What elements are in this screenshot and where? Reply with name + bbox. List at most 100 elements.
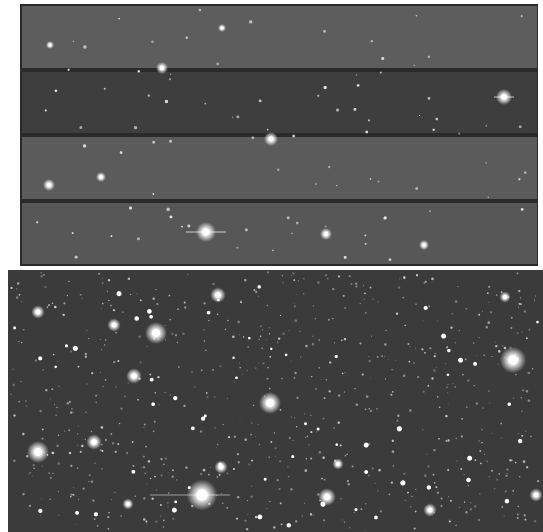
faint-star xyxy=(364,529,366,531)
faint-star xyxy=(295,221,299,225)
faint-star xyxy=(318,451,322,454)
faint-star xyxy=(313,514,315,516)
faint-star xyxy=(514,461,517,464)
faint-star xyxy=(381,355,383,357)
faint-star xyxy=(334,342,336,344)
faint-star xyxy=(493,487,496,490)
faint-star xyxy=(310,431,313,434)
faint-star xyxy=(51,302,54,305)
faint-star xyxy=(528,328,531,331)
faint-star xyxy=(99,371,101,373)
faint-star xyxy=(360,508,363,511)
faint-star xyxy=(236,453,239,456)
faint-star xyxy=(516,332,519,335)
faint-star xyxy=(136,293,138,295)
faint-star xyxy=(436,320,438,322)
faint-star xyxy=(81,444,84,448)
star xyxy=(174,500,178,504)
faint-star xyxy=(517,505,519,508)
faint-star xyxy=(364,234,367,237)
faint-star xyxy=(200,369,203,372)
faint-star xyxy=(488,301,490,303)
faint-star xyxy=(344,454,347,457)
faint-star xyxy=(22,328,25,331)
faint-star xyxy=(361,373,364,376)
faint-star xyxy=(33,467,35,469)
faint-star xyxy=(88,480,90,482)
faint-star xyxy=(451,313,453,315)
faint-star xyxy=(534,295,536,297)
faint-star xyxy=(478,336,480,339)
star xyxy=(206,310,211,315)
faint-star xyxy=(523,171,527,174)
star xyxy=(363,442,369,448)
faint-star xyxy=(54,403,56,405)
faint-star xyxy=(503,346,507,350)
faint-star xyxy=(332,317,334,320)
faint-star xyxy=(308,444,310,446)
star-core xyxy=(111,322,117,328)
faint-star xyxy=(339,444,342,447)
faint-star xyxy=(434,352,437,355)
star-core xyxy=(48,43,52,47)
faint-star xyxy=(166,207,170,212)
faint-star xyxy=(431,277,434,281)
faint-star xyxy=(291,275,293,277)
faint-star xyxy=(512,494,514,495)
faint-star xyxy=(184,306,187,309)
faint-star xyxy=(456,460,458,462)
faint-star xyxy=(252,404,255,407)
faint-star xyxy=(10,286,13,290)
faint-star xyxy=(433,448,436,452)
faint-star xyxy=(25,405,28,407)
faint-star xyxy=(505,474,508,478)
faint-star xyxy=(90,430,93,433)
star-core xyxy=(503,295,507,299)
faint-star xyxy=(340,339,343,342)
faint-star xyxy=(473,385,475,387)
faint-star xyxy=(277,337,281,340)
faint-star xyxy=(238,334,240,336)
strip xyxy=(22,137,537,199)
faint-star xyxy=(169,139,172,143)
star xyxy=(235,376,238,380)
star xyxy=(149,314,153,319)
faint-star xyxy=(70,411,73,414)
faint-star xyxy=(86,329,88,331)
faint-star xyxy=(384,378,387,380)
faint-star xyxy=(517,433,519,435)
faint-star xyxy=(305,457,308,460)
faint-star xyxy=(255,435,257,437)
faint-star xyxy=(27,507,29,509)
faint-star xyxy=(185,466,188,469)
faint-star xyxy=(323,397,326,400)
faint-star xyxy=(41,437,44,440)
faint-star xyxy=(12,368,14,370)
faint-star xyxy=(537,480,540,483)
star xyxy=(304,422,307,426)
faint-star xyxy=(247,500,249,502)
faint-star xyxy=(181,225,183,228)
faint-star xyxy=(296,294,298,295)
faint-star xyxy=(282,282,284,284)
faint-star xyxy=(519,297,522,299)
faint-star xyxy=(55,414,57,416)
faint-star xyxy=(103,344,106,346)
faint-star xyxy=(52,472,54,475)
faint-star xyxy=(481,441,483,444)
faint-star xyxy=(82,487,85,490)
star xyxy=(72,345,78,351)
faint-star xyxy=(104,438,107,441)
faint-star xyxy=(454,300,458,303)
faint-star xyxy=(298,280,300,282)
faint-star xyxy=(68,400,71,403)
faint-star xyxy=(315,183,317,185)
star xyxy=(447,348,451,353)
faint-star xyxy=(533,299,536,301)
faint-star xyxy=(82,444,84,446)
faint-star xyxy=(28,504,32,508)
faint-star xyxy=(137,237,140,241)
star xyxy=(134,316,140,321)
faint-star xyxy=(95,401,97,404)
faint-star xyxy=(359,342,362,345)
